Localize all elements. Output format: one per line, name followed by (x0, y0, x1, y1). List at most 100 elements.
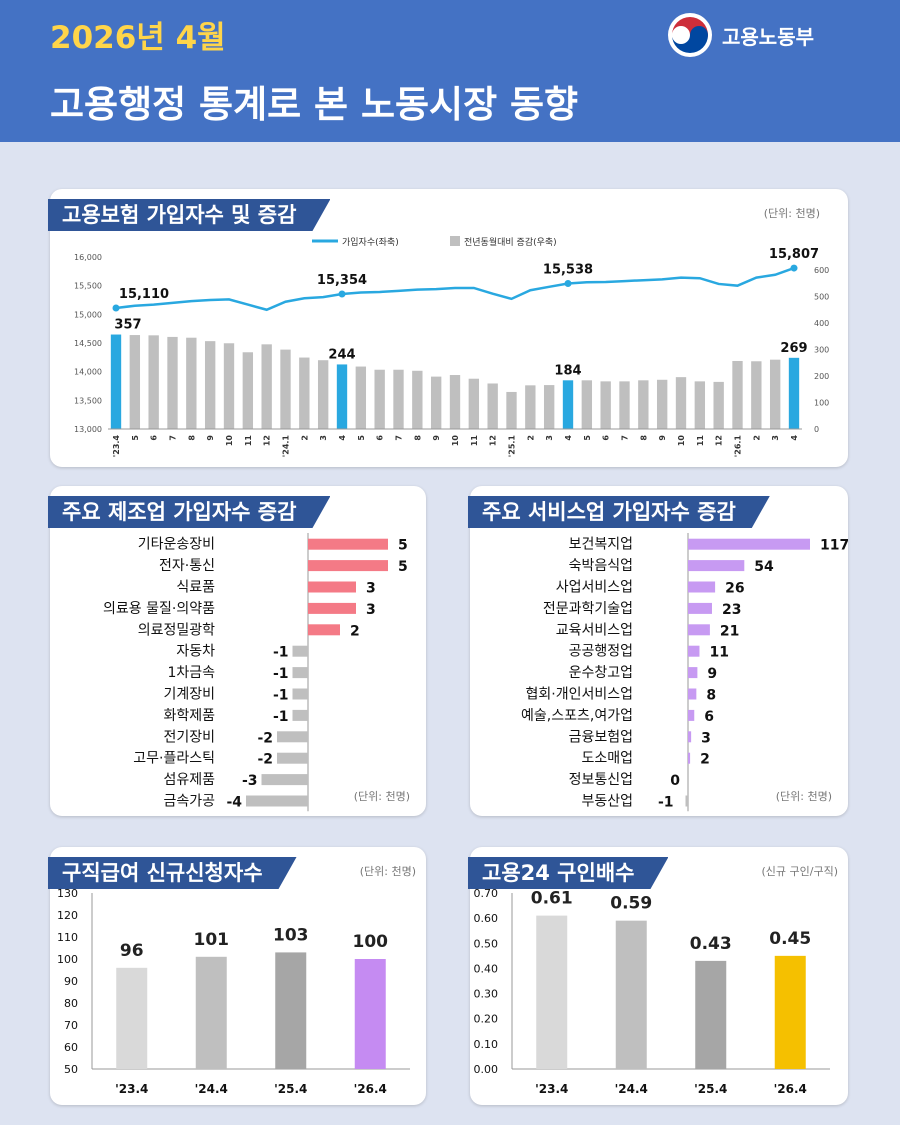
x-tick-label: 5 (357, 435, 366, 441)
category-label: 정보통신업 (569, 772, 633, 788)
legend-item-change: 전년동월대비 증감(우축) (464, 236, 557, 248)
y-tick-label: 0.10 (474, 1038, 499, 1051)
value-bar (292, 709, 308, 721)
x-tick-label: 7 (395, 435, 404, 441)
change-data-label: 244 (328, 347, 355, 362)
value-label: 0.43 (690, 934, 732, 954)
x-tick-label: 12 (489, 435, 498, 446)
service-panel: 주요 서비스업 가입자수 증감 (단위: 천명) 보건복지업 117 숙박음식업 54… (470, 486, 848, 816)
service-unit: (단위: 천명) (775, 790, 832, 803)
change-bar (412, 370, 423, 429)
manufacturing-panel: 주요 제조업 가입자수 증감 (단위: 천명) 기타운송장비 5 전자·통신 5 식료품… (50, 486, 426, 816)
change-bar (656, 379, 668, 429)
value-bar (308, 560, 388, 572)
category-label: 자동차 (176, 644, 215, 660)
y-tick-label: 80 (64, 997, 78, 1010)
x-tick-label: '24.4 (615, 1082, 648, 1096)
manufacturing-unit: (단위: 천명) (353, 790, 410, 803)
x-tick-label: 11 (696, 435, 705, 447)
value-label: -1 (658, 795, 674, 811)
y-tick-label: 0.50 (474, 937, 499, 950)
y-tick-label: 110 (57, 931, 78, 944)
change-bar (430, 376, 442, 429)
openings-unit: (신규 구인/구직) (761, 865, 838, 878)
value-bar (354, 959, 386, 1069)
x-tick-label: 10 (225, 435, 234, 447)
jobseeker-panel-title: 구직급여 신규신청자수 (48, 857, 297, 889)
y-right-tick-label: 200 (814, 372, 829, 381)
change-bar (167, 336, 178, 429)
value-bar (116, 967, 148, 1069)
y-right-tick-label: 500 (814, 293, 829, 302)
x-tick-label: 7 (169, 435, 178, 441)
y-tick-label: 0.20 (474, 1013, 499, 1026)
value-label: 3 (366, 581, 376, 597)
value-label: -2 (257, 752, 273, 768)
x-tick-label: 2 (526, 435, 535, 441)
y-left-tick-label: 15,500 (74, 282, 102, 291)
change-bar (336, 364, 348, 429)
x-tick-label: '26.4 (774, 1082, 807, 1096)
y-left-tick-label: 13,000 (74, 425, 102, 434)
value-bar (246, 795, 308, 807)
subscribers-data-label: 15,538 (543, 262, 593, 277)
change-bar (317, 360, 329, 429)
change-data-label: 184 (554, 363, 581, 378)
y-tick-label: 100 (57, 953, 78, 966)
change-bar (732, 360, 743, 429)
x-tick-label: 10 (677, 435, 686, 447)
value-bar (261, 774, 308, 786)
value-label: 8 (706, 688, 716, 704)
ministry-name: 고용노동부 (722, 24, 814, 49)
category-label: 교육서비스업 (556, 622, 633, 638)
subscribers-data-label: 15,807 (769, 247, 819, 262)
value-bar (688, 560, 745, 572)
y-tick-label: 0.40 (474, 962, 499, 975)
y-tick-label: 90 (64, 975, 78, 988)
x-tick-label: 9 (206, 435, 215, 441)
value-label: 11 (709, 645, 728, 661)
change-bar (110, 334, 122, 429)
category-label: 숙박음식업 (569, 558, 633, 574)
category-label: 의료정밀광학 (138, 622, 215, 638)
x-tick-label: '26.4 (354, 1082, 387, 1096)
value-bar (292, 688, 308, 700)
x-tick-label: 8 (639, 435, 648, 441)
change-bar (788, 357, 800, 429)
x-tick-label: 3 (319, 435, 328, 441)
value-label: -1 (273, 709, 289, 725)
change-bar (468, 378, 480, 429)
x-tick-label: 6 (150, 435, 159, 441)
change-bar (769, 359, 781, 429)
category-label: 전기장비 (163, 729, 215, 745)
x-tick-label: 3 (771, 435, 780, 441)
service-panel-title: 주요 서비스업 가입자수 증감 (468, 496, 770, 528)
y-left-tick-label: 14,500 (74, 339, 102, 348)
y-right-tick-label: 100 (814, 399, 829, 408)
category-label: 도소매업 (581, 751, 633, 767)
value-bar (536, 915, 568, 1069)
subscribers-point (112, 304, 120, 312)
x-tick-label: 6 (602, 435, 611, 441)
value-bar (688, 709, 695, 721)
value-bar (685, 795, 688, 807)
x-tick-label: 4 (338, 435, 347, 441)
x-tick-label: 10 (451, 435, 460, 447)
change-bar (525, 385, 536, 429)
value-label: 5 (398, 559, 408, 575)
y-left-tick-label: 16,000 (74, 253, 102, 262)
value-label: -1 (273, 666, 289, 682)
x-tick-label: '23.4 (535, 1082, 568, 1096)
change-bar (562, 380, 574, 429)
value-label: 0.45 (769, 929, 811, 949)
y-tick-label: 0.60 (474, 912, 499, 925)
x-tick-label: 12 (715, 435, 724, 446)
value-bar (292, 667, 308, 679)
category-label: 예술,스포츠,여가업 (521, 708, 633, 724)
category-label: 공공행정업 (569, 644, 633, 660)
subscribers-data-label: 15,354 (317, 273, 367, 288)
legend-item-subscribers: 가입자수(좌축) (342, 236, 399, 248)
change-bar (242, 352, 254, 429)
x-tick-label: '23.4 (115, 1082, 148, 1096)
value-label: 0.61 (531, 889, 573, 909)
